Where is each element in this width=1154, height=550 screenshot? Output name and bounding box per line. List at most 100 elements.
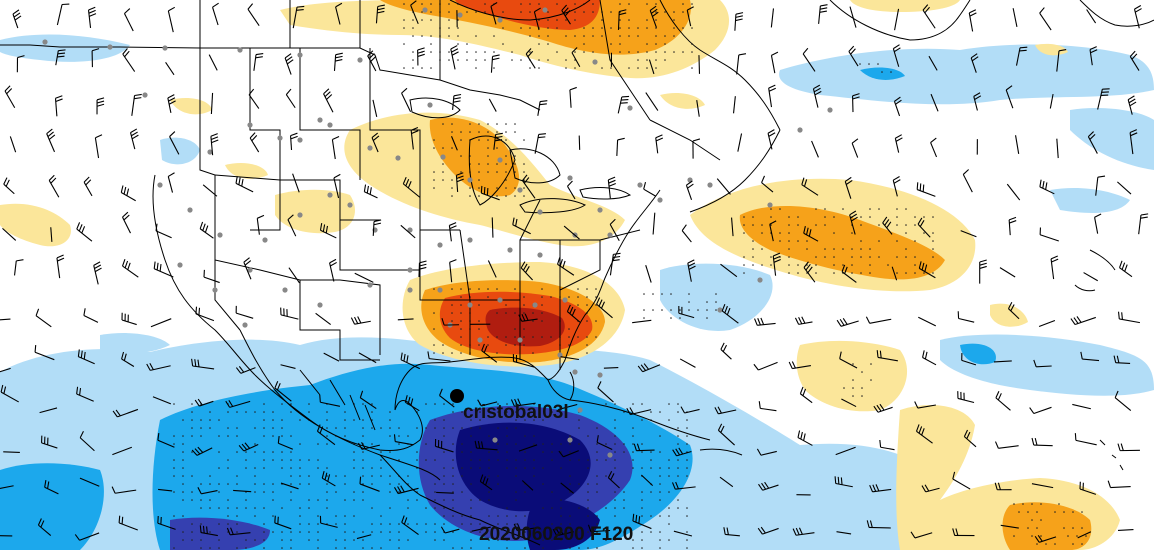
stipple-dot (191, 499, 193, 501)
storm-label: cristobal03l (463, 402, 569, 423)
stipple-dot (425, 427, 427, 429)
stipple-dot (905, 256, 907, 258)
stipple-dot (632, 451, 634, 453)
stipple-dot (506, 523, 508, 525)
stipple-dot (506, 411, 508, 413)
stipple-dot (502, 43, 504, 45)
stipple-dot (475, 51, 477, 53)
stipple-dot (514, 312, 516, 314)
stipple-dot (586, 336, 588, 338)
stipple-dot (551, 451, 553, 453)
wind-barb (811, 140, 819, 158)
stipple-dot (869, 264, 871, 266)
wind-barb (719, 476, 734, 488)
stipple-dot (860, 224, 862, 226)
stipple-dot (218, 507, 220, 509)
wind-barb (474, 440, 498, 451)
stipple-dot (514, 131, 516, 133)
wind-barb (372, 219, 382, 236)
stipple-dot (688, 301, 690, 303)
wind-barb (801, 177, 819, 196)
stipple-dot (479, 419, 481, 421)
stipple-dot (487, 147, 489, 149)
stipple-dot (457, 27, 459, 29)
stipple-dot (452, 507, 454, 509)
wind-barb (999, 267, 1016, 278)
stipple-dot (182, 515, 184, 517)
stipple-dot (569, 435, 571, 437)
stipple-dot (326, 443, 328, 445)
wind-barb (757, 526, 779, 535)
stipple-dot (371, 403, 373, 405)
stipple-dot (443, 475, 445, 477)
stipple-dot (484, 11, 486, 13)
stipple-dot (659, 491, 661, 493)
stipple-dot (815, 264, 817, 266)
wind-barb (681, 224, 692, 243)
stipple-dot (434, 483, 436, 485)
stipple-dot (583, 11, 585, 13)
wind-barb (158, 488, 173, 492)
stipple-dot (652, 293, 654, 295)
stipple-dot (1022, 503, 1024, 505)
stipple-dot (664, 35, 666, 37)
stipple-dot (326, 435, 328, 437)
wind-barb (596, 297, 613, 319)
stipple-dot (451, 147, 453, 149)
stipple-dot (641, 403, 643, 405)
station-dot (367, 282, 373, 288)
wind-barb (952, 471, 971, 490)
wind-barb (315, 312, 331, 325)
stipple-dot (1040, 519, 1042, 521)
stipple-dot (433, 344, 435, 346)
stipple-dot (542, 419, 544, 421)
wind-barb (737, 133, 743, 152)
stipple-dot (488, 491, 490, 493)
stipple-dot (619, 19, 621, 21)
wind-barb (333, 173, 341, 199)
wind-barb (678, 305, 695, 319)
stipple-dot (488, 483, 490, 485)
wind-barb (792, 527, 815, 536)
stipple-dot (443, 403, 445, 405)
stipple-dot (380, 531, 382, 533)
wind-barb (449, 259, 457, 283)
wind-barb (892, 176, 901, 197)
stipple-dot (299, 531, 301, 533)
stipple-dot (353, 451, 355, 453)
stipple-dot (578, 443, 580, 445)
wind-barb (563, 225, 580, 240)
wind-barb (930, 93, 939, 112)
wind-barb (0, 485, 14, 489)
stipple-dot (643, 317, 645, 319)
wind-barb (404, 395, 420, 412)
stipple-dot (460, 352, 462, 354)
stipple-dot (596, 427, 598, 429)
stipple-dot (1013, 503, 1015, 505)
stipple-dot (761, 248, 763, 250)
wind-barb (892, 44, 901, 67)
wind-barb (571, 47, 581, 68)
station-dot (497, 17, 503, 23)
stipple-dot (650, 531, 652, 533)
stipple-dot (623, 411, 625, 413)
wind-barb (1086, 9, 1097, 24)
wind-barb (493, 132, 503, 150)
wind-barb (879, 439, 895, 451)
stipple-dot (632, 435, 634, 437)
stipple-dot (452, 491, 454, 493)
station-dot (427, 102, 433, 108)
stipple-dot (515, 419, 517, 421)
stipple-dot (1058, 503, 1060, 505)
stipple-dot (236, 435, 238, 437)
stipple-dot (770, 256, 772, 258)
stipple-dot (556, 19, 558, 21)
wind-barb (358, 352, 377, 364)
wind-barb (367, 50, 377, 72)
stipple-dot (479, 523, 481, 525)
stipple-dot (623, 507, 625, 509)
stipple-dot (299, 419, 301, 421)
stipple-dot (448, 3, 450, 5)
wind-barb (203, 269, 220, 284)
stipple-dot (452, 475, 454, 477)
